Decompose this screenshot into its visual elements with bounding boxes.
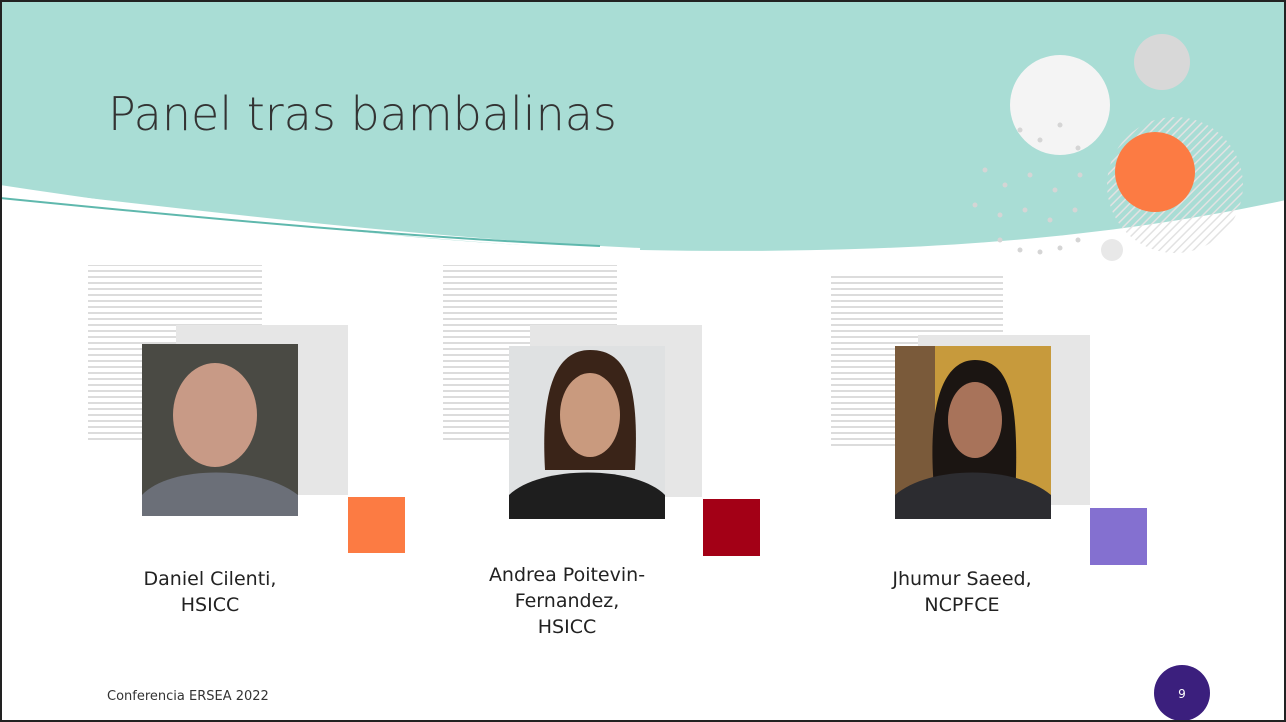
slide-title: Panel tras bambalinas [108,87,617,141]
panelist-name: Jhumur Saeed, [891,568,1031,590]
panelist-name: Daniel Cilenti, [144,568,277,590]
panelist-name: HSICC [538,616,596,638]
footer-text: Conferencia ERSEA 2022 [107,689,269,704]
panelist-name: NCPFCE [924,594,999,616]
page-number: 9 [1178,687,1186,701]
panelist-name: Andrea Poitevin- [489,564,645,586]
panelist-name: Fernandez, [515,590,620,612]
slide: Panel tras bambalinas Daniel Cilenti, HS… [0,0,1286,722]
panelist-name: HSICC [181,594,239,616]
